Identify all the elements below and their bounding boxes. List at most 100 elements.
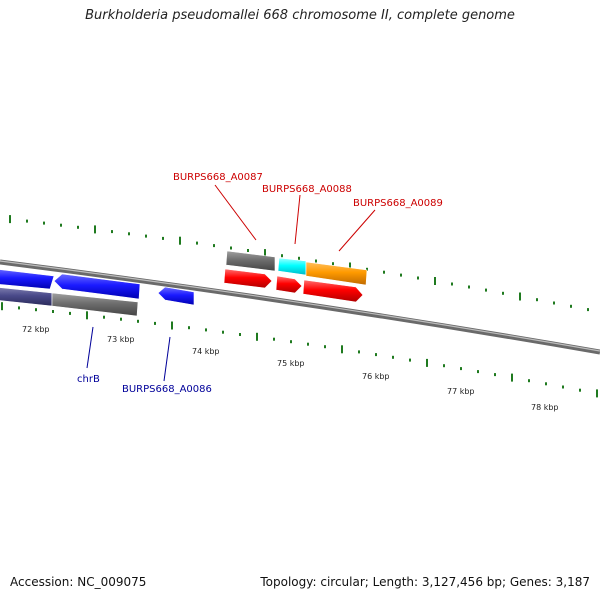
outer-minor-tick [587,308,589,312]
outer-major-tick [9,215,11,224]
inner-minor-tick [18,306,20,310]
outer-minor-tick [553,301,555,305]
inner-minor-tick [324,345,326,349]
inner-minor-tick [579,388,581,392]
outer-minor-tick [247,249,249,252]
gene-labels: chrB BURPS668_A0086 BURPS668_A0087 BURPS… [77,172,443,395]
inner-tick-track [1,302,598,398]
scale-label-77kbp: 77 kbp [447,387,475,396]
outer-major-tick [349,262,351,271]
right-cluster-lower [223,268,364,303]
outer-minor-tick [162,236,164,240]
outer-minor-tick [400,273,402,277]
label-leaders [86,184,376,382]
inner-minor-tick [205,328,207,332]
inner-major-tick [596,389,598,398]
inner-major-tick [511,373,513,382]
inner-major-tick [86,311,88,320]
chromosome-backbone-highlight [0,260,600,352]
gene-label-a0088[interactable]: BURPS668_A0088 [262,184,352,195]
scale-label-73kbp: 73 kbp [107,335,135,344]
inner-minor-tick [375,353,377,357]
gene-arrow-red-3[interactable] [302,279,364,303]
inner-minor-tick [494,373,496,377]
inner-major-tick [256,332,258,341]
inner-minor-tick [477,370,479,374]
scale-label-76kbp: 76 kbp [362,372,390,381]
inner-major-tick [171,321,173,330]
inner-minor-tick [307,342,309,346]
map-title: Burkholderia pseudomallei 668 chromosome… [85,8,515,23]
forward-strand-genes [0,269,195,306]
inner-minor-tick [290,340,292,344]
gene-label-a0087[interactable]: BURPS668_A0087 [173,172,263,183]
outer-minor-tick [111,230,113,234]
inner-minor-tick [409,358,411,362]
inner-minor-tick [392,355,394,359]
inner-minor-tick [239,333,241,336]
outer-major-tick [179,236,181,245]
outer-major-tick [434,277,436,285]
inner-minor-tick [528,379,530,383]
outer-minor-tick [536,298,538,302]
scale-label-75kbp: 75 kbp [277,359,305,368]
outer-minor-tick [417,276,419,280]
gene-block-gray[interactable] [51,292,139,317]
outer-minor-tick [43,221,45,225]
inner-minor-tick [35,308,37,312]
gene-arrow-red-2[interactable] [275,275,303,294]
outer-minor-tick [468,285,470,289]
outer-minor-tick [383,270,385,274]
accession-text: Accession: NC_009075 [10,575,147,589]
outer-minor-tick [485,288,487,292]
outer-major-tick [94,225,96,234]
inner-major-tick [341,345,343,354]
gene-arrow-blue[interactable] [53,273,141,300]
gene-arrow-blue-left[interactable] [0,269,55,290]
outer-minor-tick [196,241,198,245]
outer-minor-tick [26,219,28,223]
gene-block-dark[interactable] [0,287,53,307]
outer-minor-tick [77,225,79,229]
gene-label-chrB[interactable]: chrB [77,374,100,385]
gene-label-a0089[interactable]: BURPS668_A0089 [353,198,443,209]
gene-arrow-blue-small[interactable] [157,286,195,306]
outer-minor-tick [60,223,62,227]
gene-label-a0086[interactable]: BURPS668_A0086 [122,384,212,395]
outer-minor-tick [145,234,147,238]
inner-minor-tick [222,330,224,334]
scale-label-72kbp: 72 kbp [22,325,50,334]
outer-minor-tick [298,256,300,260]
inner-minor-tick [460,367,462,371]
scale-labels: 72 kbp 73 kbp 74 kbp 75 kbp 76 kbp 77 kb… [22,325,559,412]
gene-block-cyan-a0088[interactable] [277,257,307,276]
outer-minor-tick [315,259,317,263]
genome-summary-text: Topology: circular; Length: 3,127,456 bp… [260,575,590,589]
inner-minor-tick [188,326,190,330]
outer-minor-tick [366,267,368,271]
outer-minor-tick [281,254,283,258]
outer-minor-tick [230,246,232,250]
outer-minor-tick [451,282,453,286]
inner-minor-tick [358,350,360,354]
inner-minor-tick [103,315,105,319]
outer-minor-tick [213,244,215,248]
inner-minor-tick [273,337,275,341]
gene-block-gray-a0087[interactable] [225,250,276,272]
outer-major-tick [519,292,521,301]
gene-arrow-red-1[interactable] [223,268,273,289]
scale-label-78kbp: 78 kbp [531,403,559,412]
gene-block-orange-a0089[interactable] [305,261,368,286]
inner-minor-tick [120,317,122,321]
inner-major-tick [1,302,3,311]
outer-minor-tick [128,232,130,236]
inner-minor-tick [137,319,139,323]
inner-minor-tick [154,321,156,325]
inner-minor-tick [443,364,445,368]
lower-row-genes [0,287,139,317]
inner-minor-tick [545,382,547,386]
inner-minor-tick [69,311,71,315]
outer-major-tick [264,249,266,258]
chromosome-backbone [0,259,600,355]
